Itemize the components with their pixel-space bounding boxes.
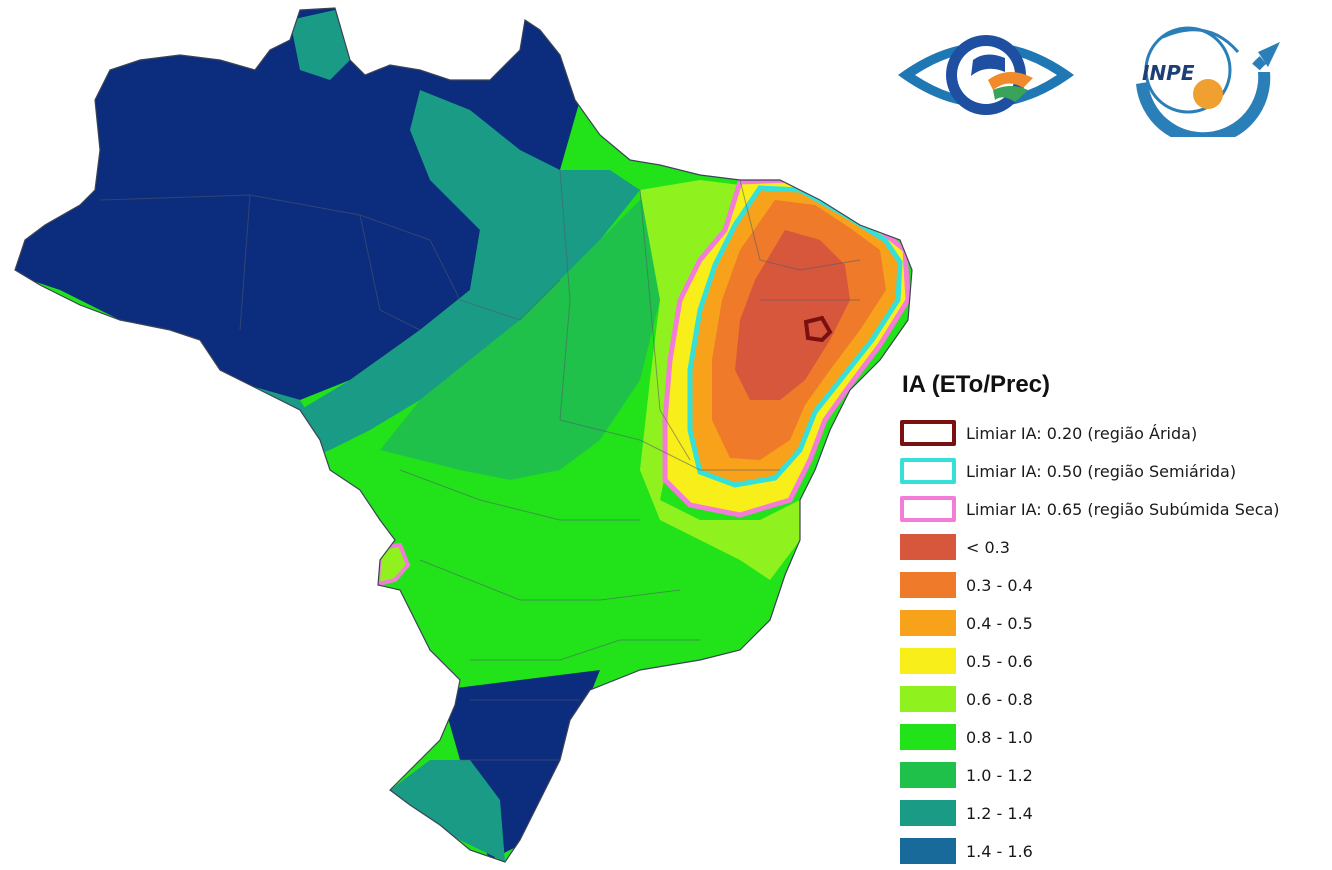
legend-rows: Limiar IA: 0.20 (região Árida) Limiar IA… (900, 414, 1332, 870)
legend-label: 1.0 - 1.2 (966, 765, 1033, 785)
inpe-globe-arrow-logo: INPE (1128, 12, 1284, 146)
legend-swatch (900, 610, 956, 636)
zone-green-band (380, 200, 670, 480)
zone-teal-amapa (290, 10, 350, 80)
legend-label: Limiar IA: 0.20 (região Árida) (966, 423, 1198, 443)
legend: IA (ETo/Prec) Limiar IA: 0.20 (região Ár… (900, 368, 1332, 870)
legend-label: 0.6 - 0.8 (966, 689, 1033, 709)
legend-label: 0.3 - 0.4 (966, 575, 1033, 595)
legend-label: 1.2 - 1.4 (966, 803, 1033, 823)
legend-swatch (900, 534, 956, 560)
zone-teal-band (300, 90, 640, 450)
zone-coast-lightgreen (640, 180, 800, 580)
legend-swatch (900, 800, 956, 826)
legend-swatch (900, 572, 956, 598)
legend-item-subhumid-threshold: Limiar IA: 0.65 (região Subúmida Seca) (900, 490, 1332, 528)
legend-item-1-4-1-6: 1.4 - 1.6 (900, 832, 1332, 870)
state-borders (99, 169, 861, 761)
zone-lt-0-3 (735, 230, 850, 400)
legend-label: 1.4 - 1.6 (966, 841, 1033, 861)
legend-item-0-3-0-4: 0.3 - 0.4 (900, 566, 1332, 604)
legend-swatch (900, 838, 956, 864)
legend-swatch (900, 458, 956, 484)
legend-label: < 0.3 (966, 537, 1010, 557)
legend-item-0-8-1-0: 0.8 - 1.0 (900, 718, 1332, 756)
legend-label: 0.8 - 1.0 (966, 727, 1033, 747)
legend-swatch (900, 648, 956, 674)
legend-item-1-0-1-2: 1.0 - 1.2 (900, 756, 1332, 794)
legend-title: IA (ETo/Prec) (902, 371, 1051, 398)
legend-swatch (900, 724, 956, 750)
legend-item-arid-threshold: Limiar IA: 0.20 (região Árida) (900, 414, 1332, 452)
legend-item-semiarid-threshold: Limiar IA: 0.50 (região Semiárida) (900, 452, 1332, 490)
cptec-eye-logo (893, 20, 1079, 130)
legend-label: 0.4 - 0.5 (966, 613, 1033, 633)
legend-label: Limiar IA: 0.50 (região Semiárida) (966, 461, 1237, 481)
aridity-index-map (14, 7, 913, 863)
legend-swatch (900, 496, 956, 522)
legend-swatch (900, 420, 956, 446)
legend-item-lt-0-3: < 0.3 (900, 528, 1332, 566)
inpe-logo-text: INPE (1142, 61, 1195, 85)
zone-south-teal (390, 760, 505, 862)
legend-item-1-2-1-4: 1.2 - 1.4 (900, 794, 1332, 832)
legend-item-0-5-0-6: 0.5 - 0.6 (900, 642, 1332, 680)
legend-item-0-4-0-5: 0.4 - 0.5 (900, 604, 1332, 642)
legend-swatch (900, 762, 956, 788)
legend-label: 0.5 - 0.6 (966, 651, 1033, 671)
legend-swatch (900, 686, 956, 712)
legend-item-0-6-0-8: 0.6 - 0.8 (900, 680, 1332, 718)
legend-label: Limiar IA: 0.65 (região Subúmida Seca) (966, 499, 1280, 519)
zone-arid (803, 315, 833, 343)
